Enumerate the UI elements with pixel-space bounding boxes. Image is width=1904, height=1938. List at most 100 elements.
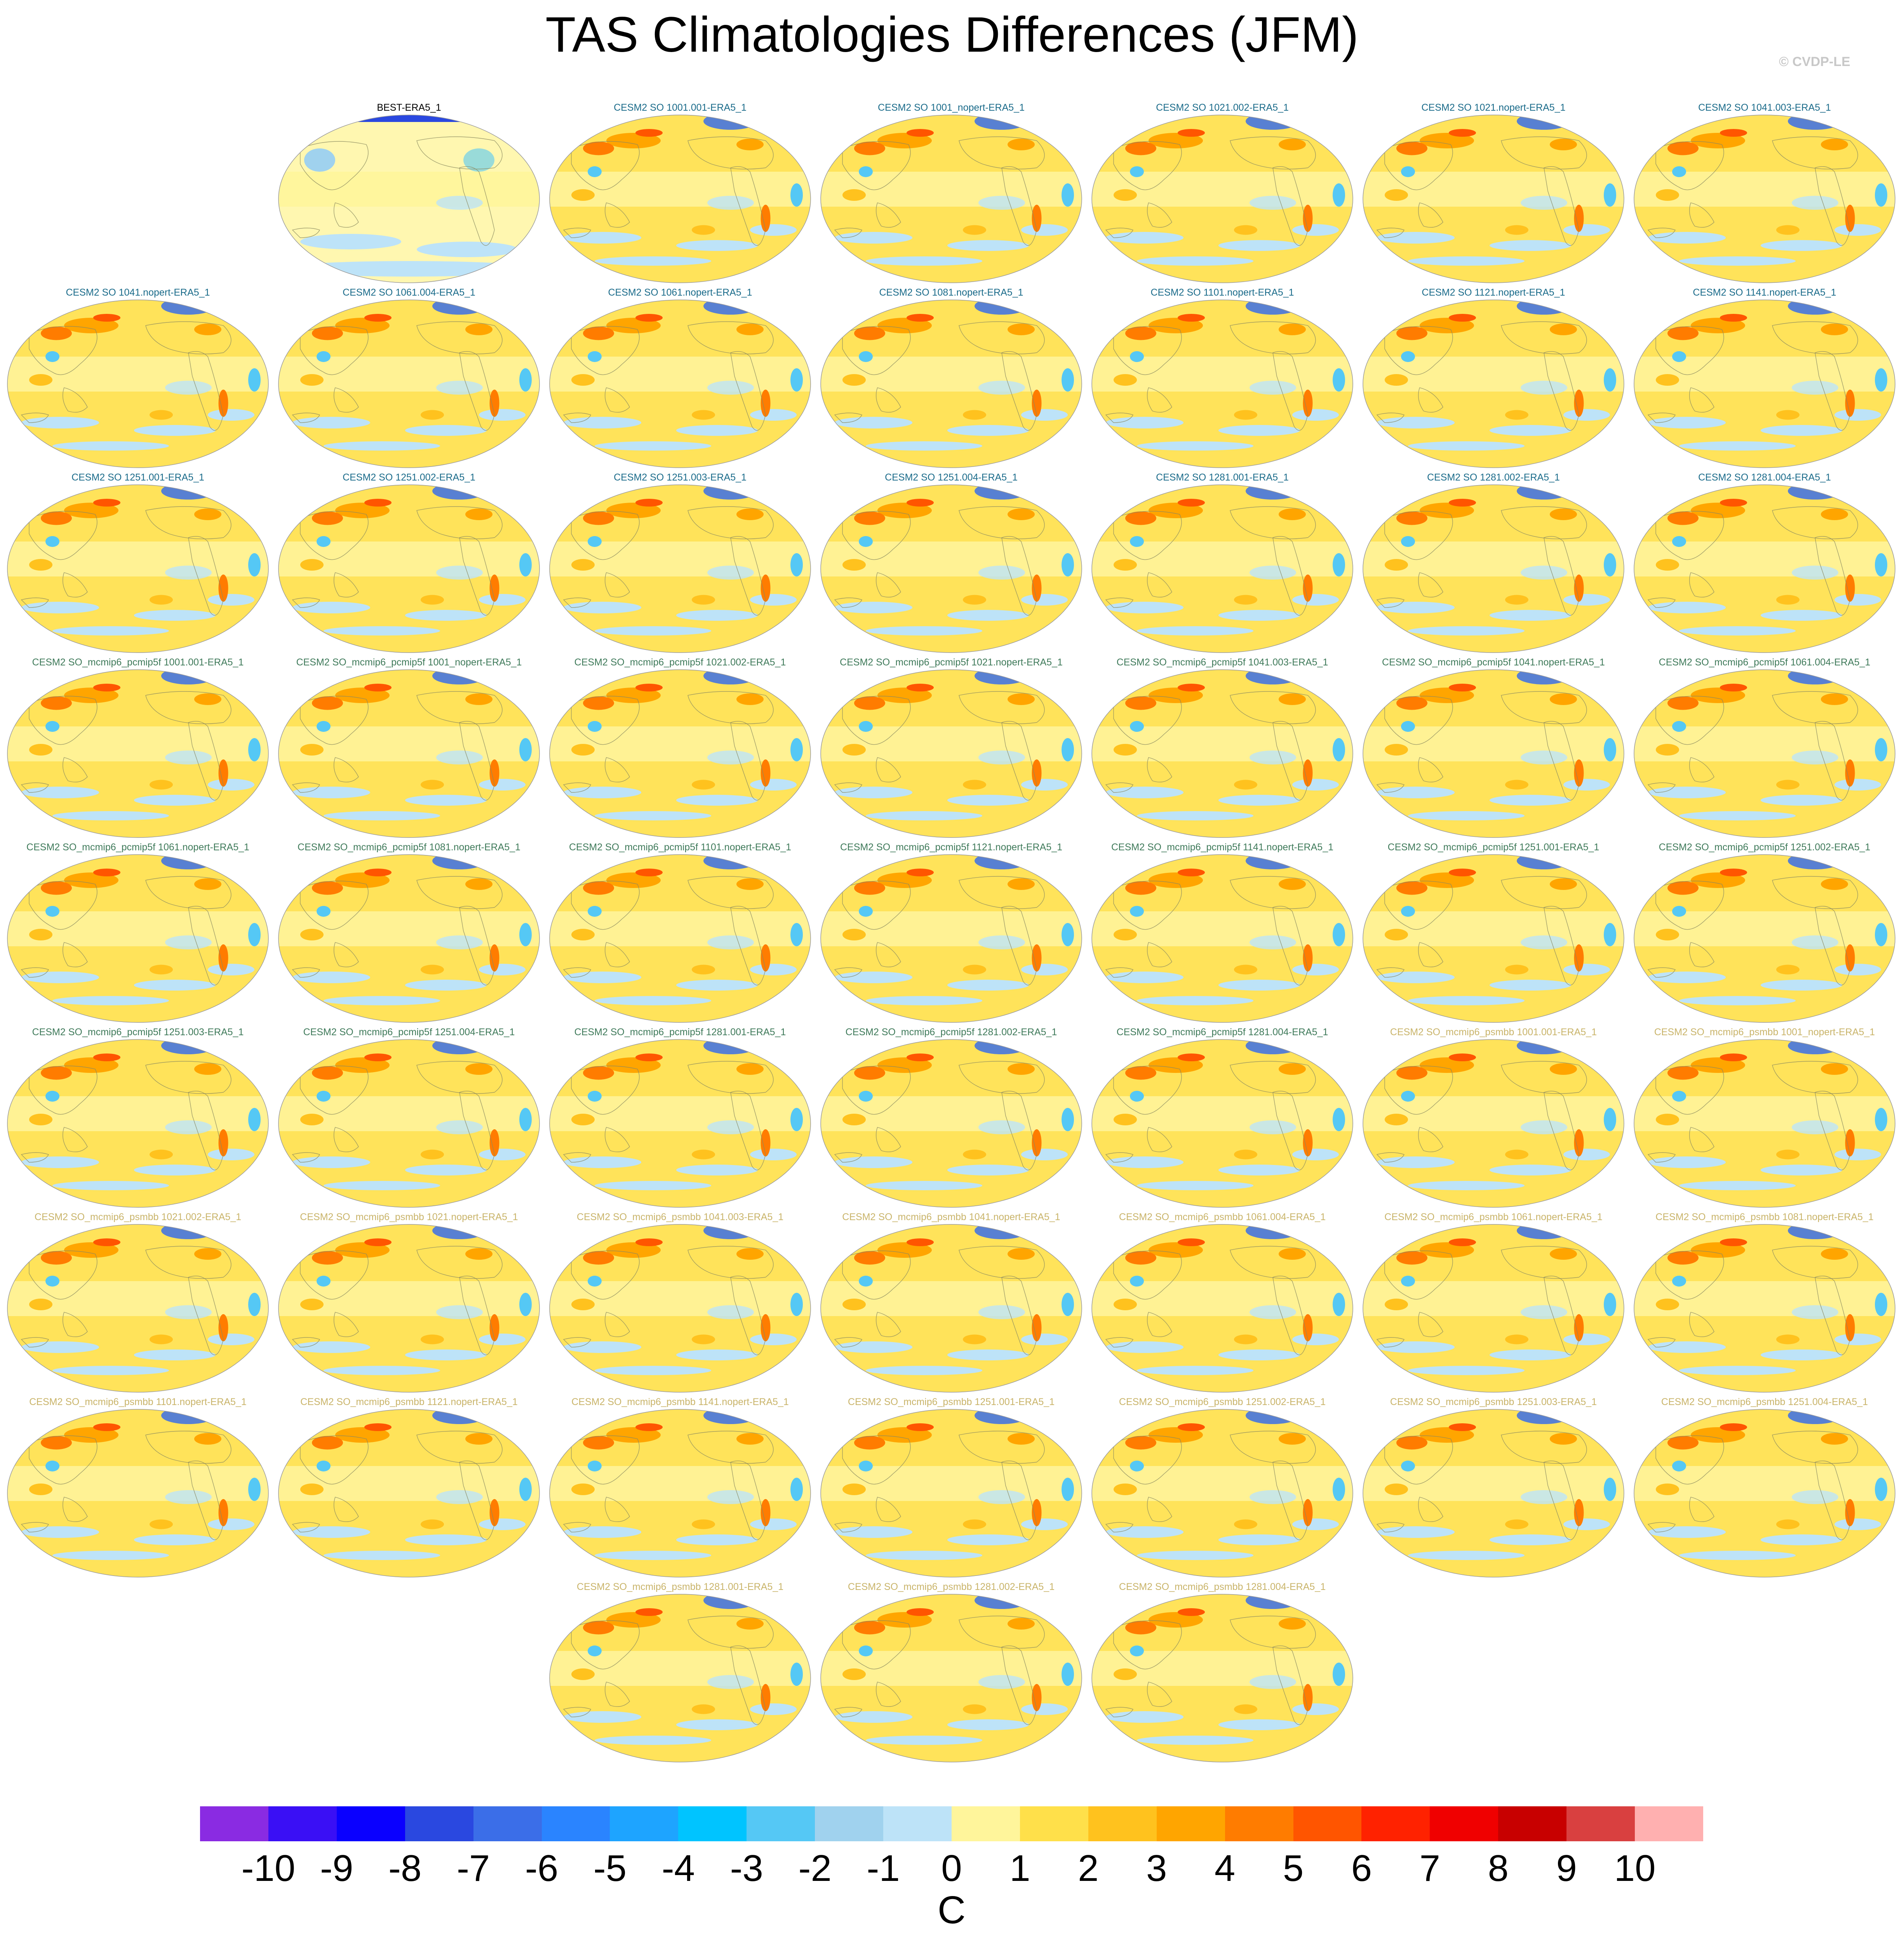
world-map	[1363, 1039, 1624, 1208]
colorbar-swatch	[405, 1806, 473, 1841]
map-panel: CESM2 SO 1021.002-ERA5_1	[1090, 102, 1354, 284]
panel-title: CESM2 SO_mcmip6_psmbb 1061.004-ERA5_1	[1119, 1212, 1326, 1222]
panel-title: CESM2 SO_mcmip6_psmbb 1081.nopert-ERA5_1	[1655, 1212, 1874, 1222]
panel-title: CESM2 SO 1041.nopert-ERA5_1	[66, 287, 210, 298]
map-panel: CESM2 SO_mcmip6_pcmip5f 1281.002-ERA5_1	[819, 1026, 1083, 1209]
panel-title: CESM2 SO_mcmip6_psmbb 1251.004-ERA5_1	[1661, 1396, 1868, 1407]
map-panel: CESM2 SO_mcmip6_psmbb 1101.nopert-ERA5_1	[6, 1396, 270, 1579]
colorbar-tick-label: 6	[1351, 1847, 1372, 1889]
colorbar-swatch	[1430, 1806, 1498, 1841]
panel-title: CESM2 SO_mcmip6_pcmip5f 1281.002-ERA5_1	[845, 1027, 1057, 1038]
world-map	[549, 1039, 811, 1208]
colorbar-tick-label: 8	[1488, 1847, 1509, 1889]
panel-title: CESM2 SO 1121.nopert-ERA5_1	[1422, 287, 1565, 298]
colorbar-tick-label: 2	[1078, 1847, 1099, 1889]
panel-title: CESM2 SO_mcmip6_psmbb 1251.003-ERA5_1	[1390, 1396, 1597, 1407]
world-map	[1363, 854, 1624, 1023]
panel-title: CESM2 SO 1021.002-ERA5_1	[1156, 102, 1289, 113]
panel-title: CESM2 SO_mcmip6_pcmip5f 1101.nopert-ERA5…	[569, 842, 792, 853]
colorbar-tick-label: -3	[730, 1847, 763, 1889]
world-map	[1634, 1039, 1895, 1208]
world-map	[278, 299, 540, 468]
world-map	[1634, 484, 1895, 653]
world-map	[278, 1039, 540, 1208]
panel-title: CESM2 SO_mcmip6_pcmip5f 1281.004-ERA5_1	[1116, 1027, 1328, 1038]
panel-title: CESM2 SO 1141.nopert-ERA5_1	[1693, 287, 1836, 298]
map-panel: CESM2 SO 1001_nopert-ERA5_1	[819, 102, 1083, 284]
panel-title: CESM2 SO_mcmip6_pcmip5f 1121.nopert-ERA5…	[840, 842, 1063, 853]
map-panel: CESM2 SO_mcmip6_psmbb 1021.002-ERA5_1	[6, 1211, 270, 1394]
colorbar-swatch	[1635, 1806, 1703, 1841]
colorbar-tick-label: -5	[593, 1847, 627, 1889]
world-map	[1634, 115, 1895, 283]
map-panel: CESM2 SO_mcmip6_psmbb 1041.003-ERA5_1	[548, 1211, 812, 1394]
world-map	[549, 669, 811, 838]
colorbar-tick-label: 1	[1009, 1847, 1030, 1889]
colorbar-tick-label: -7	[456, 1847, 490, 1889]
colorbar-swatch	[1020, 1806, 1088, 1841]
panel-title: CESM2 SO 1281.001-ERA5_1	[1156, 472, 1289, 483]
panel-title: CESM2 SO_mcmip6_psmbb 1041.nopert-ERA5_1	[842, 1212, 1060, 1222]
panel-title: CESM2 SO_mcmip6_psmbb 1281.001-ERA5_1	[576, 1581, 784, 1592]
panel-title: CESM2 SO 1061.nopert-ERA5_1	[608, 287, 752, 298]
world-map	[1091, 1409, 1353, 1578]
colorbar-swatch	[1088, 1806, 1157, 1841]
colorbar-swatch	[473, 1806, 542, 1841]
colorbar-tick-label: -10	[241, 1847, 296, 1889]
map-panel: CESM2 SO 1251.001-ERA5_1	[6, 472, 270, 654]
world-map	[1091, 1594, 1353, 1762]
map-panel: CESM2 SO_mcmip6_pcmip5f 1021.002-ERA5_1	[548, 656, 812, 839]
colorbar-swatch	[815, 1806, 884, 1841]
map-panel: CESM2 SO 1121.nopert-ERA5_1	[1361, 287, 1626, 469]
world-map	[820, 299, 1082, 468]
world-map	[1634, 854, 1895, 1023]
world-map	[549, 1594, 811, 1762]
world-map	[1634, 1224, 1895, 1393]
map-panel: CESM2 SO 1251.002-ERA5_1	[277, 472, 541, 654]
world-map	[820, 115, 1082, 283]
colorbar-swatch	[1498, 1806, 1567, 1841]
map-panel: CESM2 SO 1021.nopert-ERA5_1	[1361, 102, 1626, 284]
world-map	[1634, 299, 1895, 468]
panel-title: CESM2 SO_mcmip6_pcmip5f 1251.003-ERA5_1	[32, 1027, 244, 1038]
map-panel: CESM2 SO_mcmip6_psmbb 1251.003-ERA5_1	[1361, 1396, 1626, 1579]
world-map	[820, 1409, 1082, 1578]
colorbar-swatch	[1566, 1806, 1635, 1841]
colorbar-tick-label: -2	[798, 1847, 832, 1889]
panel-title: CESM2 SO_mcmip6_psmbb 1041.003-ERA5_1	[576, 1212, 784, 1222]
map-panel: CESM2 SO_mcmip6_psmbb 1251.004-ERA5_1	[1632, 1396, 1897, 1579]
copyright-text: © CVDP-LE	[1779, 54, 1850, 69]
map-panel: CESM2 SO_mcmip6_psmbb 1251.001-ERA5_1	[819, 1396, 1083, 1579]
map-panel: CESM2 SO_mcmip6_psmbb 1281.002-ERA5_1	[819, 1581, 1083, 1764]
colorbar-tick-label: -9	[320, 1847, 353, 1889]
panel-title: CESM2 SO 1101.nopert-ERA5_1	[1150, 287, 1294, 298]
map-panel: CESM2 SO_mcmip6_pcmip5f 1281.001-ERA5_1	[548, 1026, 812, 1209]
panel-title: CESM2 SO 1281.002-ERA5_1	[1427, 472, 1560, 483]
panel-title: CESM2 SO_mcmip6_pcmip5f 1251.001-ERA5_1	[1387, 842, 1599, 853]
colorbar-tick-label: 10	[1614, 1847, 1656, 1889]
map-panel: CESM2 SO_mcmip6_pcmip5f 1281.004-ERA5_1	[1090, 1026, 1354, 1209]
map-panel: CESM2 SO_mcmip6_pcmip5f 1251.001-ERA5_1	[1361, 841, 1626, 1024]
map-panel: CESM2 SO 1041.nopert-ERA5_1	[6, 287, 270, 469]
panel-title: CESM2 SO_mcmip6_pcmip5f 1001.001-ERA5_1	[32, 657, 244, 668]
map-panel: CESM2 SO_mcmip6_pcmip5f 1041.003-ERA5_1	[1090, 656, 1354, 839]
world-map	[7, 484, 269, 653]
map-panel: CESM2 SO_mcmip6_psmbb 1061.004-ERA5_1	[1090, 1211, 1354, 1394]
map-panel: CESM2 SO 1251.004-ERA5_1	[819, 472, 1083, 654]
panel-title: CESM2 SO_mcmip6_psmbb 1061.nopert-ERA5_1	[1384, 1212, 1603, 1222]
panel-title: CESM2 SO_mcmip6_pcmip5f 1251.002-ERA5_1	[1659, 842, 1871, 853]
world-map	[1363, 669, 1624, 838]
colorbar-tick-label: 7	[1419, 1847, 1441, 1889]
world-map	[820, 484, 1082, 653]
colorbar-tick-label: 5	[1283, 1847, 1304, 1889]
panel-title: CESM2 SO 1021.nopert-ERA5_1	[1421, 102, 1566, 113]
panel-title: CESM2 SO_mcmip6_psmbb 1281.002-ERA5_1	[848, 1581, 1055, 1592]
colorbar-units: C	[937, 1888, 966, 1932]
world-map	[278, 484, 540, 653]
world-map	[1363, 484, 1624, 653]
map-panel: CESM2 SO_mcmip6_psmbb 1081.nopert-ERA5_1	[1632, 1211, 1897, 1394]
panel-title: CESM2 SO_mcmip6_psmbb 1021.002-ERA5_1	[34, 1212, 242, 1222]
world-map	[820, 1594, 1082, 1762]
map-panel: CESM2 SO_mcmip6_psmbb 1001.001-ERA5_1	[1361, 1026, 1626, 1209]
world-map	[820, 1224, 1082, 1393]
